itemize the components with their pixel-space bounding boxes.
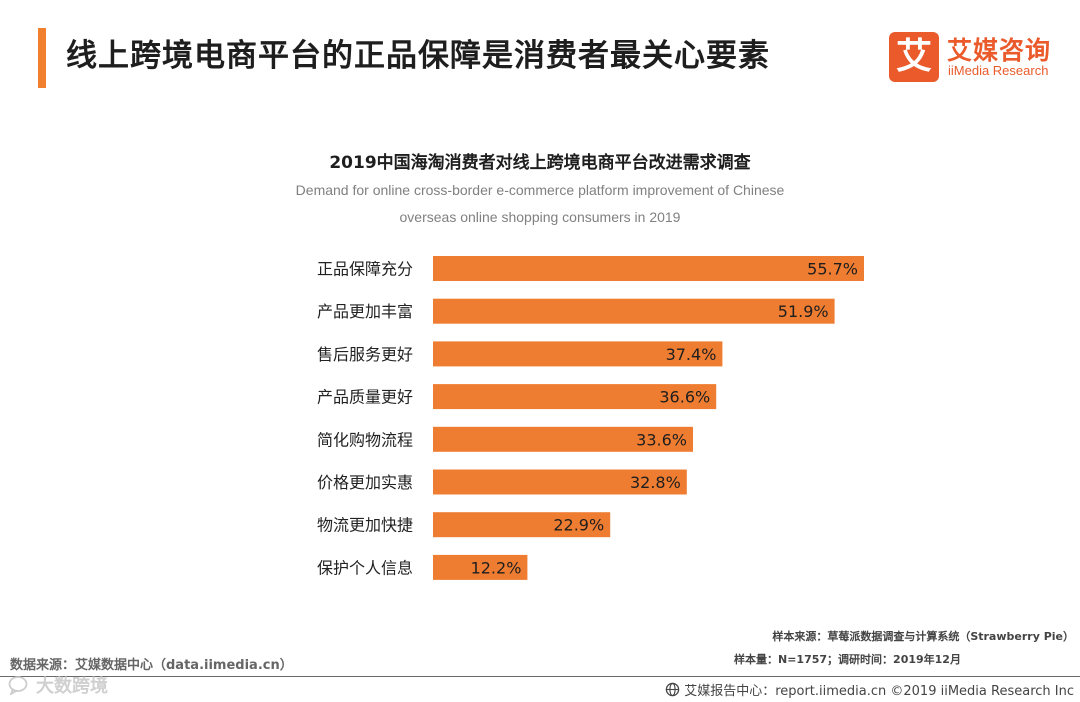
bar <box>433 256 864 281</box>
bar <box>433 554 528 580</box>
bar <box>433 469 687 495</box>
report-center-text: 艾媒报告中心：report.iimedia.cn ©2019 iiMedia R… <box>684 684 1074 699</box>
category-label: 产品更加丰富 <box>317 302 413 321</box>
sample-size: 样本量：N=1757；调研时间：2019年12月 <box>734 653 961 666</box>
logo-name-en: iiMedia Research <box>948 63 1049 78</box>
bar-value-label: 33.6% <box>636 430 687 449</box>
bar-value-label: 51.9% <box>778 302 829 321</box>
data-source: 数据来源：艾媒数据中心（data.iimedia.cn） <box>10 658 293 673</box>
chart-title: 2019中国海淘消费者对线上跨境电商平台改进需求调查 <box>329 153 751 173</box>
bar <box>433 426 693 452</box>
logo-mark: 艾 <box>889 32 939 82</box>
category-label: 正品保障充分 <box>317 260 413 279</box>
bar-value-label: 36.6% <box>659 388 710 407</box>
category-label: 售后服务更好 <box>317 345 413 364</box>
watermark-text: 大数跨境 <box>36 676 108 697</box>
chart-subtitle-line-2: overseas online shopping consumers in 20… <box>399 209 681 225</box>
bar <box>433 384 717 410</box>
bar <box>433 512 611 538</box>
category-label: 价格更加实惠 <box>317 473 413 492</box>
bar <box>433 341 723 367</box>
category-label: 保护个人信息 <box>317 558 413 577</box>
logo-name-cn: 艾媒咨询 <box>947 36 1052 65</box>
globe-icon <box>665 682 680 697</box>
category-label: 简化购物流程 <box>317 430 413 449</box>
report-center: 艾媒报告中心：report.iimedia.cn ©2019 iiMedia R… <box>665 680 1074 699</box>
title-accent-bar <box>38 28 46 88</box>
category-label: 产品质量更好 <box>317 388 413 407</box>
brand-logo: 艾 艾媒咨询 iiMedia Research <box>889 32 1069 84</box>
bar-value-label: 37.4% <box>666 345 717 364</box>
page-title: 线上跨境电商平台的正品保障是消费者最关心要素 <box>66 38 770 74</box>
bar-value-label: 12.2% <box>471 558 522 577</box>
bar-value-label: 55.7% <box>807 260 858 279</box>
footer-divider <box>0 676 1080 677</box>
category-label: 物流更加快捷 <box>317 516 413 535</box>
bar-value-label: 32.8% <box>630 473 681 492</box>
sample-source: 样本来源：草莓派数据调查与计算系统（Strawberry Pie） <box>772 630 1074 643</box>
chat-bubble-icon <box>8 676 28 695</box>
bar <box>433 298 835 324</box>
chart-subtitle-line-1: Demand for online cross-border e-commerc… <box>295 182 785 198</box>
watermark: 大数跨境 <box>8 672 108 698</box>
bar-value-label: 22.9% <box>553 516 604 535</box>
